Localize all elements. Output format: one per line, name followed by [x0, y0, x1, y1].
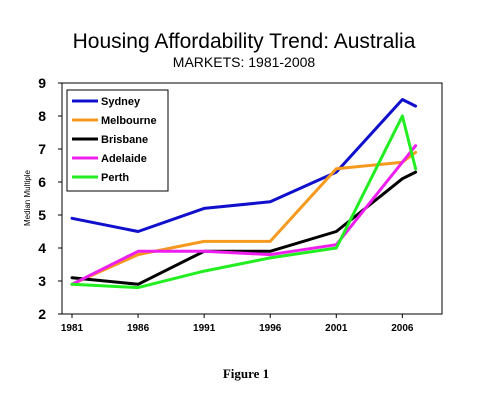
- legend-label-perth: Perth: [101, 172, 129, 184]
- legend-label-sydney: Sydney: [101, 96, 141, 108]
- x-tick-label: 1981: [61, 323, 84, 334]
- plot-area: [61, 82, 443, 315]
- y-tick-label: 6: [38, 174, 46, 190]
- x-tick-label: 1991: [193, 323, 216, 334]
- chart-subtitle: MARKETS: 1981-2008: [173, 54, 316, 70]
- y-axis: 2 3 4 5 6 7 8 9: [38, 75, 62, 322]
- legend-label-brisbane: Brisbane: [101, 134, 148, 146]
- x-tick-label: 2006: [391, 323, 414, 334]
- legend-label-melbourne: Melbourne: [101, 115, 157, 127]
- y-axis-label: Median Multiple: [23, 169, 32, 226]
- x-tick-label: 1996: [259, 323, 282, 334]
- x-tick-label: 2001: [325, 323, 348, 334]
- x-tick-label: 1986: [127, 323, 150, 334]
- y-tick-label: 7: [38, 141, 46, 157]
- legend-label-adelaide: Adelaide: [101, 153, 147, 165]
- legend: Sydney Melbourne Brisbane Adelaide Perth: [66, 89, 169, 192]
- y-tick-label: 4: [38, 240, 46, 256]
- y-tick-label: 3: [38, 273, 46, 289]
- series-layer: [70, 98, 418, 290]
- series-line-adelaide: [70, 144, 418, 286]
- chart-title: Housing Affordability Trend: Australia: [73, 30, 416, 53]
- series-line-perth: [70, 114, 418, 290]
- y-tick-label: 9: [38, 75, 46, 91]
- series-line-brisbane: [70, 170, 418, 286]
- x-axis: 1981 1986 1991 1996 2001 2006: [61, 314, 414, 334]
- y-tick-label: 8: [38, 108, 46, 124]
- series-line-sydney: [70, 98, 418, 233]
- y-tick-label: 2: [38, 306, 46, 322]
- figure-caption: Figure 1: [223, 366, 269, 381]
- y-tick-label: 5: [38, 207, 46, 223]
